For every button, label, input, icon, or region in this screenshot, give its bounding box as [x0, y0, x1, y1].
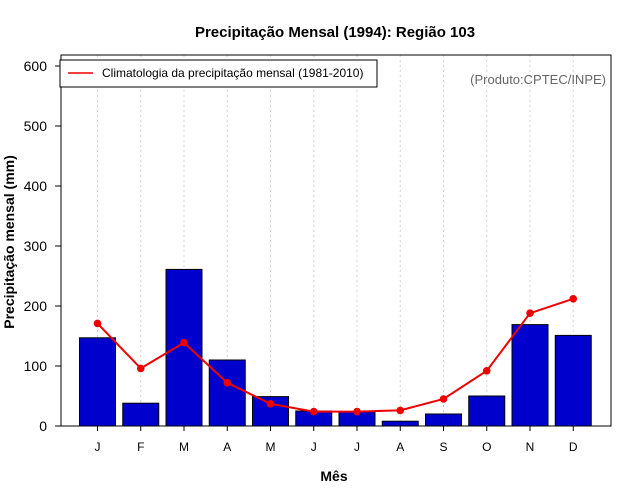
- chart-title: Precipitação Mensal (1994): Região 103: [195, 24, 475, 41]
- x-tick-label: J: [354, 440, 360, 454]
- y-tick-label: 600: [24, 58, 48, 74]
- climatology-point-11: [569, 295, 578, 303]
- grid-layer: [97, 55, 574, 426]
- legend: Climatologia da precipitação mensal (198…: [59, 59, 378, 88]
- bar-10: [511, 324, 549, 427]
- x-tick-label: M: [179, 440, 189, 454]
- climatology-point-1: [136, 364, 145, 373]
- bar-11: [554, 334, 592, 427]
- legend-box: [59, 59, 378, 88]
- climatology-point-8: [439, 395, 448, 403]
- x-tick-label: N: [526, 440, 535, 454]
- x-tick-label: D: [569, 440, 578, 454]
- x-tick-label: M: [266, 440, 276, 454]
- climatology-point-0: [93, 319, 102, 328]
- x-tick-label: A: [223, 440, 231, 454]
- bar-2: [165, 268, 203, 427]
- plot-frame: [60, 54, 612, 427]
- bar-3: [208, 359, 246, 427]
- climatology-point-10: [526, 309, 534, 318]
- x-tick-label: O: [482, 440, 491, 454]
- bar-7: [381, 420, 419, 427]
- y-tick-label: 500: [24, 118, 48, 134]
- y-tick-label: 300: [24, 238, 48, 254]
- credit-text: (Produto:CPTEC/INPE): [470, 72, 606, 87]
- y-axis-label: Precipitação mensal (mm): [1, 155, 17, 329]
- climatology-point-7: [396, 406, 405, 415]
- bar-1: [122, 402, 160, 427]
- y-tick-label: 400: [24, 178, 48, 194]
- x-tick-label: F: [137, 440, 144, 454]
- legend-label: Climatologia da precipitação mensal (198…: [102, 66, 363, 80]
- climatology-point-9: [482, 367, 491, 375]
- climatology-point-3: [223, 379, 232, 387]
- x-tick-label: J: [95, 440, 101, 454]
- climatology-line: [96, 297, 574, 413]
- bar-9: [468, 395, 506, 427]
- bar-0: [79, 337, 116, 427]
- x-tick-label: S: [439, 440, 447, 454]
- x-tick-label: A: [396, 440, 404, 454]
- y-tick-label: 200: [24, 298, 48, 314]
- x-axis-label: Mês: [320, 468, 347, 484]
- climatology-line-layer: [93, 295, 578, 416]
- x-tick-label: J: [311, 440, 317, 454]
- climatology-point-5: [309, 407, 318, 416]
- y-tick-label: 0: [39, 418, 47, 434]
- climatology-point-6: [353, 407, 361, 416]
- bar-8: [425, 413, 462, 427]
- y-tick-label: 100: [24, 358, 48, 374]
- bars-layer: [79, 268, 592, 427]
- climatology-point-2: [180, 338, 188, 347]
- y-axis: 0 100 200 300 400 500 600: [24, 58, 61, 434]
- climatology-point-4: [266, 400, 275, 408]
